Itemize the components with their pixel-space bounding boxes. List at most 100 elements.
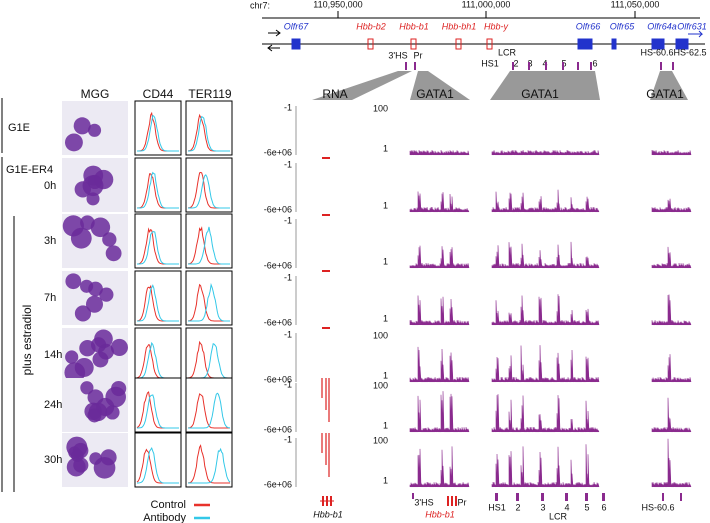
regulatory-label: HS-62.5 [673,47,706,57]
gene-label: Olfr65 [610,21,636,31]
cell [74,181,91,198]
bottom-label: 4 [564,502,569,512]
cell [110,338,128,357]
gata1-signal [491,394,600,433]
bottom-label: Hbb-b1 [425,509,455,519]
histogram-panel [185,270,233,326]
bottom-label: 6 [601,502,606,512]
gata1-signal [409,245,470,269]
cell [90,217,111,238]
coordinate: 111,050,000 [611,0,660,9]
gene-model [455,496,457,506]
rna-axis-label: -1 [284,329,292,339]
cell [72,442,89,459]
histogram-curve [137,446,179,484]
regulatory-mark [528,62,530,70]
regulatory-mark [585,493,588,501]
zoom-funnel [312,71,412,100]
cell [105,405,120,420]
column-header: MGG [81,87,110,101]
regulatory-mark [545,62,547,70]
rna-axis-label: -6e+06 [264,479,292,489]
gata1-axis-label: 100 [373,380,388,390]
rna-axis-label: -6e+06 [264,317,292,327]
bottom-label: HS1 [488,502,506,512]
row-label: 30h [44,454,62,466]
histogram-panel [134,377,182,433]
gene-label: Olfr631 [677,21,707,31]
zoom-funnel [650,71,688,100]
bottom-label: 3 [540,502,545,512]
bottom-label: 5 [584,502,589,512]
chromosome: chr7: [250,0,270,10]
gene-label: Hbb-b1 [399,21,429,31]
rna-axis-label: -6e+06 [264,374,292,384]
regulatory-mark [405,62,407,70]
gata1-signal [409,149,470,156]
cell [73,457,89,473]
column-header: GATA1 [521,87,559,101]
gata1-axis-label: 1 [383,200,388,210]
gata1-signal [409,446,470,488]
column-header: CD44 [143,87,174,101]
gene-box [367,38,374,50]
gata1-signal [651,354,692,383]
row-label: 3h [44,235,56,247]
gene-arrow [688,30,704,38]
regulatory-mark [672,62,674,70]
histogram-curve [188,447,231,484]
cell [65,273,82,290]
histogram-curve [188,226,230,265]
gata1-axis-label: 100 [373,435,388,445]
gene-model [447,496,449,506]
gene-label: Hbb-bh1 [442,21,477,31]
regulatory-label: 6 [592,58,597,68]
gata1-axis-label: 1 [383,143,388,153]
regulatory-label: HS1 [481,58,499,68]
gene-box [291,38,301,50]
regulatory-mark [577,62,579,70]
row-label: 14h [44,349,62,361]
regulatory-label: 2 [513,58,518,68]
gene-box [651,38,665,50]
rna-axis-label: -1 [284,215,292,225]
histogram-curve [137,231,179,265]
rna-axis-label: -1 [284,434,292,444]
zoom-funnel [410,71,470,100]
gata1-axis-label: 1 [383,256,388,266]
cell [64,133,83,152]
cell [87,408,102,423]
gene-box [455,38,462,50]
gata1-signal [651,149,692,156]
cell [73,117,91,135]
cell [111,380,127,397]
zoom-funnel [490,71,600,100]
histogram-curve [187,444,230,484]
gata1-axis-label: 1 [383,370,388,380]
gata1-signal [491,150,600,156]
cell [87,123,102,137]
strand-arrow [268,29,281,37]
gata1-signal [491,294,600,326]
row-label: G1E [8,122,30,134]
gene-box [577,38,593,50]
cell [99,287,114,302]
rna-axis-label: -1 [284,272,292,282]
histogram-panel [134,327,182,383]
regulatory-mark [680,493,682,501]
cell [85,295,103,313]
row-prefix: G1E-ER4 [6,164,53,176]
bottom-label: Hbb-b1 [313,509,343,519]
histogram-curve [137,114,179,152]
gata1-signal [651,438,692,488]
row-label: 24h [44,399,62,411]
row-label: 0h [44,180,56,192]
regulatory-mark [495,493,498,501]
column-header: GATA1 [416,87,454,101]
cell [70,227,92,249]
gata1-signal [491,241,600,269]
treatment-label: plus estradiol [20,305,34,376]
strand-arrow [267,44,280,52]
histogram-curve [188,392,231,429]
